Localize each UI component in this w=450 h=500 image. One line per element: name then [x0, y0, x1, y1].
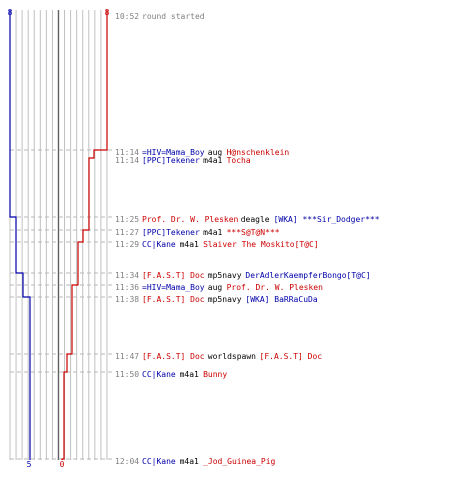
event-weapon: mp5navy — [208, 271, 242, 280]
event-killer: [PPC]Tekener — [142, 156, 200, 165]
kill-event-row: 11:47 [F.A.S.T] Doc worldspawn [F.A.S.T] Do… — [115, 352, 322, 361]
grid-lines — [9, 10, 108, 460]
event-killer: =HIV=Mama_Boy — [142, 283, 205, 292]
kill-event-row: 11:25 Prof. Dr. W. Plesken deagle [WKA] ***… — [115, 215, 380, 224]
red-end-score: 0 — [60, 460, 65, 469]
kill-event-row: 11:27 [PPC]Tekener m4a1 ***S@T@N*** — [115, 228, 280, 237]
event-time: 11:50 — [115, 370, 139, 379]
kill-event-row: 11:34 [F.A.S.T] Doc mp5navy DerAdlerKaempfe… — [115, 271, 371, 280]
kill-event-row: 12:04 CC|Kane m4a1 _Jod_Guinea_Pig — [115, 457, 276, 466]
event-victim: Slaiver The Moskito[T@C] — [203, 240, 319, 249]
event-victim: H@nschenklein — [227, 148, 290, 157]
score-labels: 8 8 5 0 — [8, 8, 110, 469]
kill-event-row: 11:29 CC|Kane m4a1 Slaiver The Moskito[T@C] — [115, 240, 319, 249]
event-weapon: m4a1 — [180, 457, 199, 466]
kill-event-row: 11:14 [PPC]Tekener m4a1 Tocha — [115, 156, 251, 165]
blue-team-score-line — [9, 10, 31, 460]
event-weapon: mp5navy — [208, 295, 242, 304]
start-text: round started — [142, 12, 205, 21]
event-time: 11:38 — [115, 295, 139, 304]
event-weapon: m4a1 — [180, 240, 199, 249]
blue-start-score: 8 — [8, 8, 13, 17]
event-guide-lines — [10, 149, 112, 460]
event-victim: [WKA] ***Sir_Dodger*** — [274, 215, 380, 224]
event-weapon: deagle — [241, 215, 270, 224]
event-time: 11:29 — [115, 240, 139, 249]
event-victim: [F.A.S.T] Doc — [260, 352, 323, 361]
kill-events: 11:14 =HIV=Mama_Boy aug H@nschenklein11:14[… — [115, 148, 380, 466]
event-victim: [WKA] BaRRaCuDa — [245, 295, 317, 304]
event-time: 11:27 — [115, 228, 139, 237]
event-killer: Prof. Dr. W. Plesken — [142, 215, 239, 224]
start-time: 10:52 — [115, 12, 139, 21]
event-time: 11:25 — [115, 215, 139, 224]
event-time: 11:34 — [115, 271, 139, 280]
event-victim: DerAdlerKaempferBongo[T@C] — [245, 271, 370, 280]
kill-event-row: 11:50 CC|Kane m4a1 Bunny — [115, 370, 227, 379]
event-killer: [F.A.S.T] Doc — [142, 352, 205, 361]
event-time: 11:47 — [115, 352, 139, 361]
event-victim: Bunny — [203, 370, 227, 379]
event-killer: CC|Kane — [142, 370, 176, 379]
event-victim: Prof. Dr. W. Plesken — [227, 283, 324, 292]
event-weapon: m4a1 — [203, 228, 222, 237]
score-step-lines — [9, 10, 108, 460]
event-killer: CC|Kane — [142, 457, 176, 466]
event-killer: =HIV=Mama_Boy — [142, 148, 205, 157]
event-victim: Tocha — [227, 156, 251, 165]
event-killer: [F.A.S.T] Doc — [142, 271, 205, 280]
event-time: 12:04 — [115, 457, 139, 466]
event-time: 11:14 — [115, 148, 139, 157]
event-weapon: aug — [208, 283, 223, 292]
event-weapon: worldspawn — [208, 352, 256, 361]
blue-end-score: 5 — [27, 460, 32, 469]
kill-event-row: 11:14 =HIV=Mama_Boy aug H@nschenklein — [115, 148, 289, 157]
round-start-row: 10:52 round started — [115, 12, 205, 21]
event-victim: _Jod_Guinea_Pig — [203, 457, 275, 466]
event-weapon: m4a1 — [180, 370, 199, 379]
event-time: 11:36 — [115, 283, 139, 292]
event-killer: [F.A.S.T] Doc — [142, 295, 205, 304]
kill-event-row: 11:38 [F.A.S.T] Doc mp5navy [WKA] BaRRaCuDa — [115, 295, 318, 304]
event-killer: [PPC]Tekener — [142, 228, 200, 237]
event-weapon: m4a1 — [203, 156, 222, 165]
event-weapon: aug — [208, 148, 223, 157]
event-victim: ***S@T@N*** — [227, 228, 280, 237]
red-start-score: 8 — [105, 8, 110, 17]
red-team-score-line — [61, 10, 108, 460]
kill-event-row: 11:36 =HIV=Mama_Boy aug Prof. Dr. W. Pleske… — [115, 283, 323, 292]
event-killer: CC|Kane — [142, 240, 176, 249]
event-time: 11:14 — [115, 156, 139, 165]
